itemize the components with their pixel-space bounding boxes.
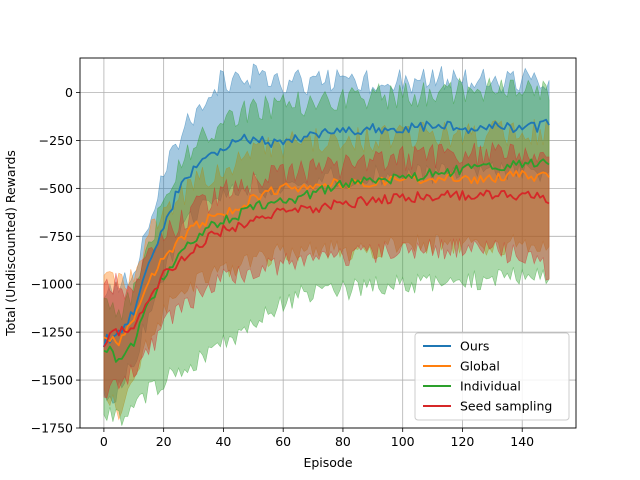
legend-label: Ours bbox=[460, 339, 489, 354]
x-tick-label: 60 bbox=[275, 434, 291, 449]
line-ours bbox=[103, 118, 550, 348]
band-seed-sampling bbox=[103, 141, 550, 399]
legend-label: Individual bbox=[460, 379, 521, 394]
y-tick-label: −250 bbox=[39, 133, 73, 148]
x-tick-label: 140 bbox=[510, 434, 534, 449]
y-axis-ticks: 0 −250 −500 −750 −1000 −1250 −1500 −1750 bbox=[31, 85, 80, 436]
x-axis-ticks: 0 20 40 60 80 100 120 140 bbox=[100, 428, 534, 449]
legend: Ours Global Individual Seed sampling bbox=[414, 332, 570, 421]
x-tick-label: 0 bbox=[100, 434, 108, 449]
y-axis-label: Total (Undiscounted) Rewards bbox=[3, 150, 18, 337]
line-global bbox=[103, 169, 550, 347]
y-tick-label: 0 bbox=[65, 85, 73, 100]
y-tick-label: −1250 bbox=[31, 325, 73, 340]
x-tick-label: 20 bbox=[156, 434, 172, 449]
legend-box bbox=[414, 332, 570, 421]
x-tick-label: 120 bbox=[451, 434, 475, 449]
y-tick-label: −750 bbox=[39, 229, 73, 244]
legend-label: Global bbox=[460, 359, 500, 374]
legend-label: Seed sampling bbox=[460, 399, 552, 414]
y-tick-label: −1000 bbox=[31, 277, 73, 292]
grid-lines bbox=[80, 58, 576, 429]
line-seed-sampling bbox=[103, 189, 550, 348]
y-tick-label: −1750 bbox=[31, 421, 73, 436]
line-individual bbox=[103, 158, 550, 363]
confidence-bands bbox=[103, 63, 550, 426]
x-tick-label: 40 bbox=[215, 434, 231, 449]
x-tick-label: 80 bbox=[335, 434, 351, 449]
series-lines bbox=[103, 118, 550, 363]
x-tick-label: 100 bbox=[391, 434, 415, 449]
y-tick-label: −500 bbox=[39, 181, 73, 196]
plot-area-frame bbox=[79, 57, 577, 429]
y-tick-label: −1500 bbox=[31, 373, 73, 388]
x-axis-label: Episode bbox=[303, 455, 352, 470]
